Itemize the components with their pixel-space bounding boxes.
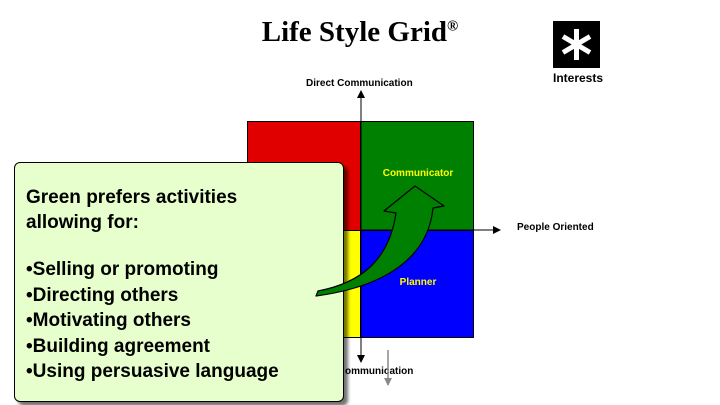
quadrant-label-planner: Planner bbox=[399, 277, 437, 288]
axis-label-right: People Oriented bbox=[517, 222, 594, 233]
callout-heading-line1: Green prefers activities bbox=[26, 187, 238, 208]
axis-label-bottom: ommunication bbox=[345, 366, 414, 377]
title-text: Life Style Grid bbox=[261, 16, 448, 48]
list-item: Selling or promoting bbox=[26, 257, 333, 283]
quadrant-label-communicator: Communicator bbox=[382, 168, 454, 179]
asterisk-icon bbox=[553, 21, 600, 68]
quadrant-blue: Planner bbox=[360, 230, 474, 338]
callout-box: Green prefers activities allowing for: S… bbox=[14, 162, 344, 402]
page-title: Life Style Grid® bbox=[0, 16, 720, 49]
list-item: Directing others bbox=[26, 283, 333, 309]
list-item: Building agreement bbox=[26, 334, 333, 360]
callout-list: Selling or promoting Directing others Mo… bbox=[26, 257, 333, 385]
quadrant-green: Communicator bbox=[360, 121, 474, 231]
list-item: Using persuasive language bbox=[26, 359, 333, 385]
list-item: Motivating others bbox=[26, 308, 333, 334]
axis-label-top: Direct Communication bbox=[306, 78, 413, 89]
registered-mark: ® bbox=[447, 18, 459, 35]
logo-label: Interests bbox=[552, 71, 604, 85]
callout-heading-line2: allowing for: bbox=[26, 212, 139, 233]
